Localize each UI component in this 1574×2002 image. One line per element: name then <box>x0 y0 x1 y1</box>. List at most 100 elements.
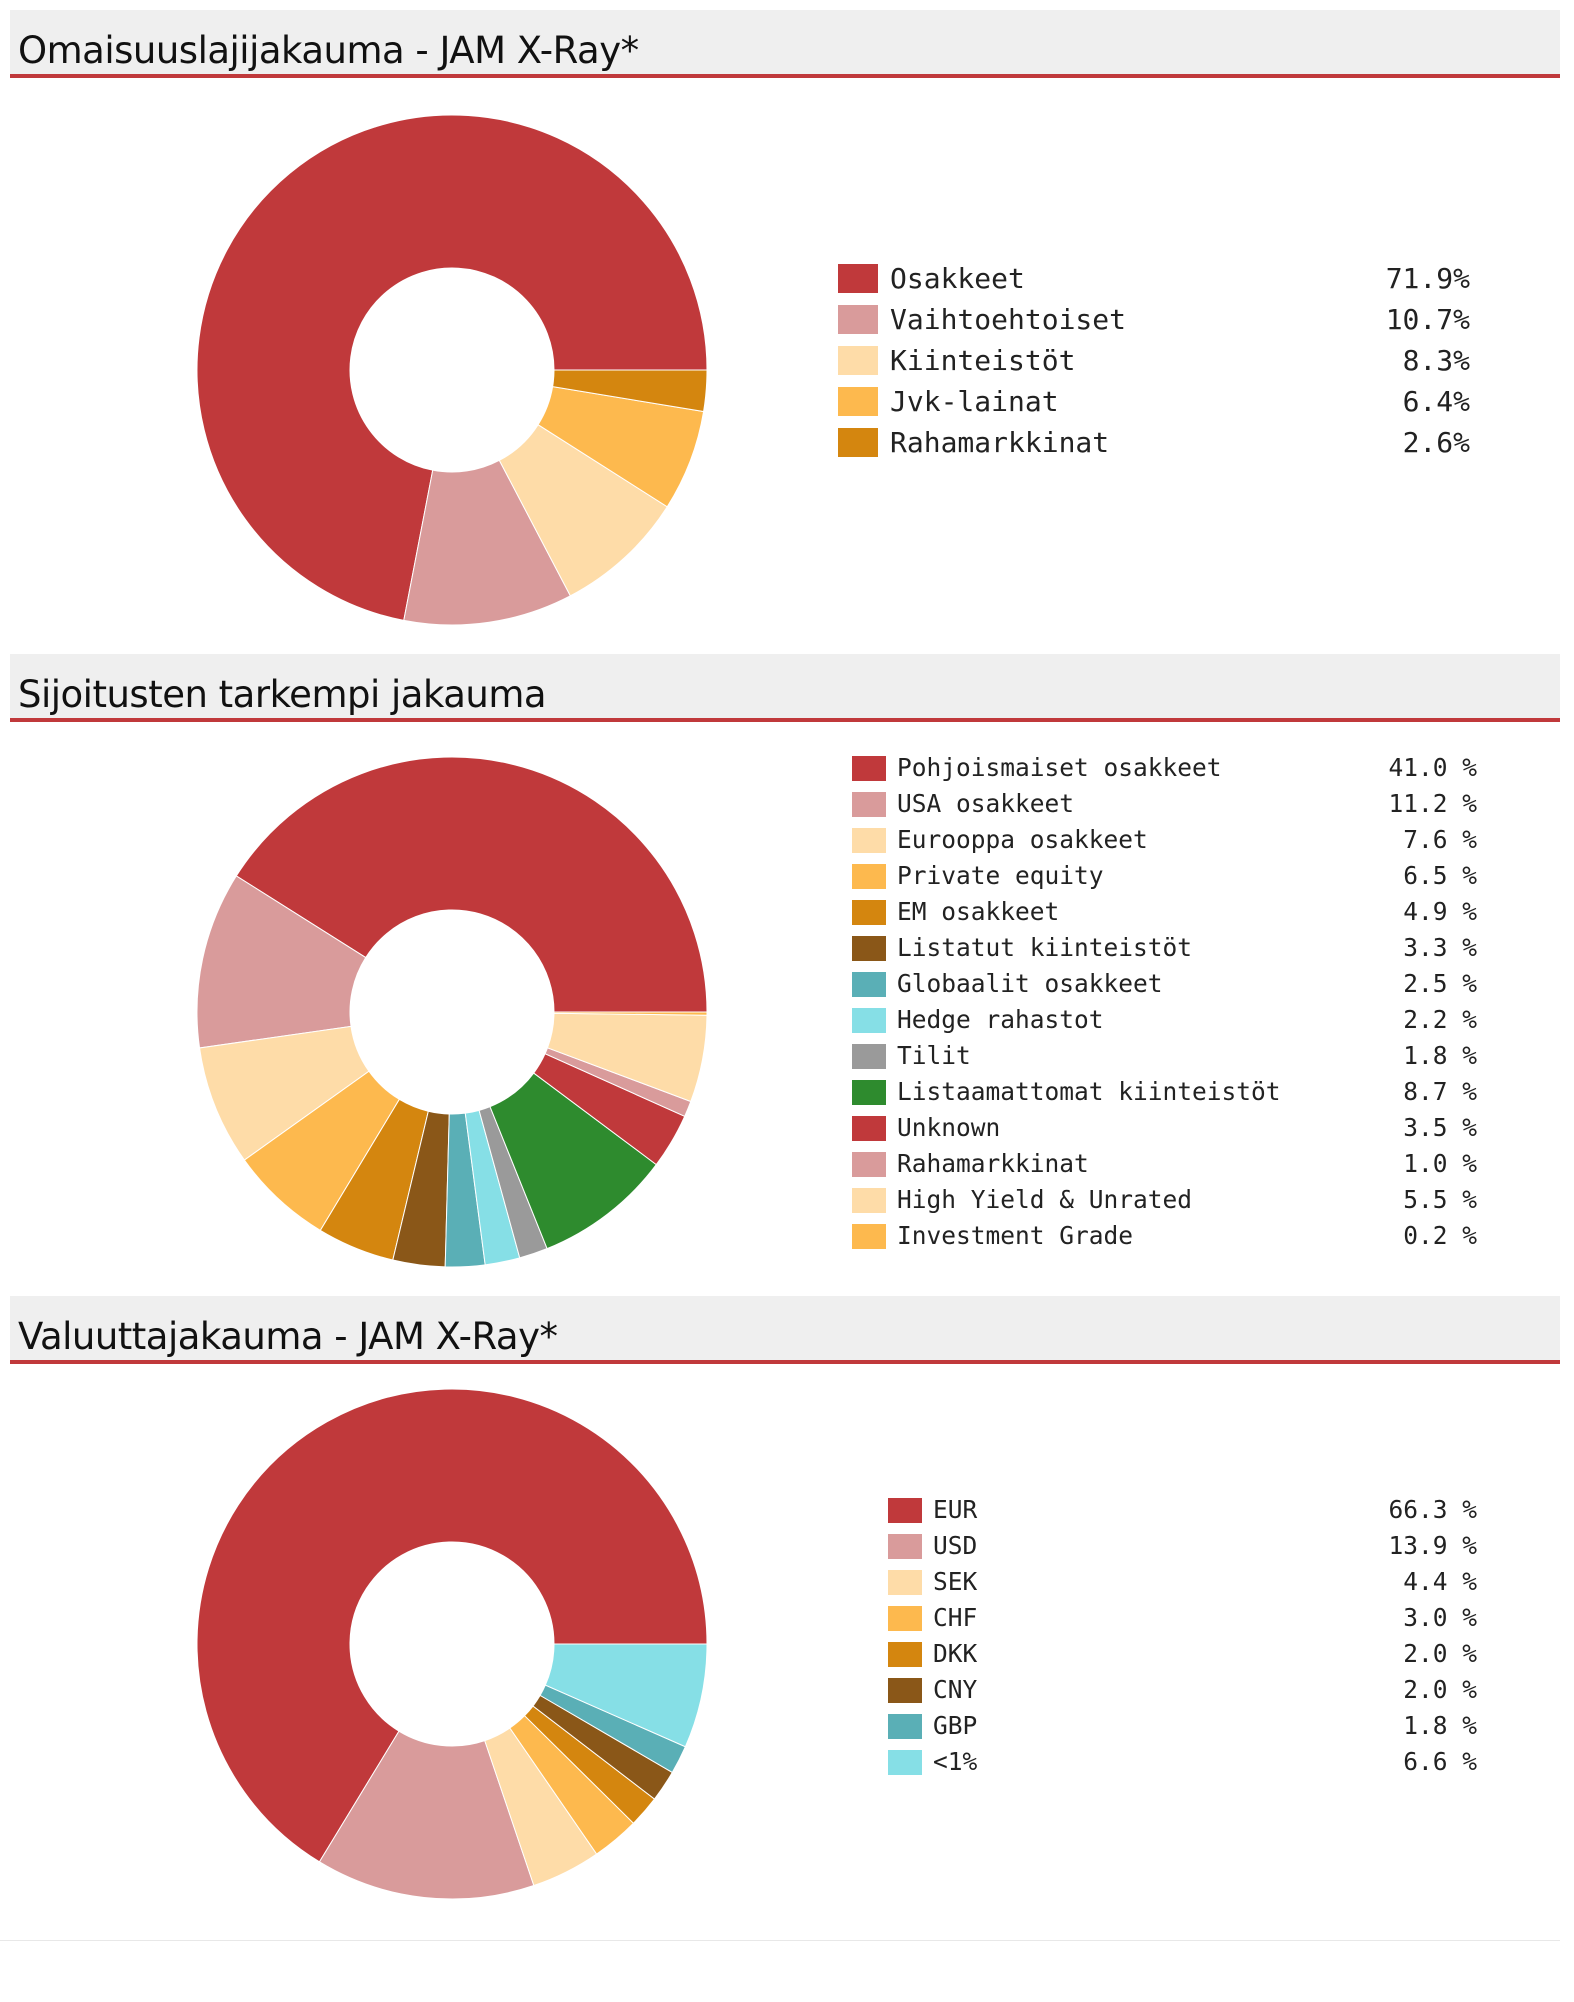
legend-item-sek: SEK 4.4 % <box>888 1566 1477 1602</box>
legend-label: Jvk-lainat <box>890 385 1059 418</box>
legend-value: 11.2 % <box>1388 789 1477 818</box>
legend-item-cny: CNY 2.0 % <box>888 1674 1477 1710</box>
asset-class-section: Omaisuuslajijakauma - JAM X-Ray* Osakkee… <box>0 0 1574 640</box>
legend-label: Private equity <box>897 861 1104 890</box>
legend-value: 10.7% <box>1385 303 1470 336</box>
legend-value: 0.2 % <box>1403 1221 1477 1250</box>
legend-item-rahamarkkinat: Rahamarkkinat 1.0 % <box>852 1148 1477 1184</box>
legend-value: 7.6 % <box>1403 825 1477 854</box>
legend-item-unknown: Unknown 3.5 % <box>852 1112 1477 1148</box>
legend-swatch <box>838 305 878 334</box>
legend-label: CNY <box>933 1675 978 1704</box>
legend-item-globaalit-osakkeet: Globaalit osakkeet 2.5 % <box>852 968 1477 1004</box>
legend-item-hedge-rahastot: Hedge rahastot 2.2 % <box>852 1004 1477 1040</box>
legend-value: 2.2 % <box>1403 1005 1477 1034</box>
section-title: Valuuttajakauma - JAM X-Ray* <box>18 1315 558 1358</box>
legend-swatch <box>852 900 886 925</box>
footer-divider <box>0 1940 1560 1941</box>
legend-swatch <box>888 1678 922 1703</box>
currency-donut-chart <box>196 1388 708 1900</box>
legend-label: EUR <box>933 1495 978 1524</box>
legend-swatch <box>852 1080 886 1105</box>
legend-item-chf: CHF 3.0 % <box>888 1602 1477 1638</box>
legend-value: 2.5 % <box>1403 969 1477 998</box>
legend-value: 2.0 % <box>1403 1675 1477 1704</box>
legend-label: USA osakkeet <box>897 789 1075 818</box>
legend-label: High Yield & Unrated <box>897 1185 1193 1214</box>
legend-item-eurooppa-osakkeet: Eurooppa osakkeet 7.6 % <box>852 824 1477 860</box>
legend-label: <1% <box>933 1747 978 1776</box>
legend-swatch <box>888 1498 922 1523</box>
legend-label: Hedge rahastot <box>897 1005 1104 1034</box>
legend-value: 71.9% <box>1385 262 1470 295</box>
section-title: Omaisuuslajijakauma - JAM X-Ray* <box>18 29 639 72</box>
pie-slice-globaalit-osakkeet <box>444 1112 486 1268</box>
legend-value: 66.3 % <box>1388 1495 1477 1524</box>
legend-item-usd: USD 13.9 % <box>888 1530 1477 1566</box>
legend-item-lt1: <1% 6.6 % <box>888 1746 1477 1782</box>
legend-label: SEK <box>933 1567 978 1596</box>
pie-slice-pohjoismaiset-osakkeet <box>235 756 708 1013</box>
legend-value: 4.4 % <box>1403 1567 1477 1596</box>
pie-slice-tilit <box>478 1105 548 1259</box>
legend-label: Tilit <box>897 1041 971 1070</box>
section-header: Valuuttajakauma - JAM X-Ray* <box>10 1296 1560 1364</box>
legend-value: 8.7 % <box>1403 1077 1477 1106</box>
pie-slice-cny <box>532 1694 673 1800</box>
legend-swatch <box>888 1642 922 1667</box>
legend-item-eur: EUR 66.3 % <box>888 1494 1477 1530</box>
currency-legend: EUR 66.3 % USD 13.9 % SEK 4.4 % CHF 3.0 % DKK 2.0… <box>888 1494 1477 1782</box>
legend-label: Vaihtoehtoiset <box>890 303 1127 336</box>
legend-value: 6.6 % <box>1403 1747 1477 1776</box>
currency-section: Valuuttajakauma - JAM X-Ray* EUR 66.3 % US… <box>0 1284 1574 1944</box>
section-title: Sijoitusten tarkempi jakauma <box>18 673 547 716</box>
legend-label: Listaamattomat kiinteistöt <box>897 1077 1281 1106</box>
legend-value: 2.0 % <box>1403 1639 1477 1668</box>
legend-value: 5.5 % <box>1403 1185 1477 1214</box>
pie-slice-unknown <box>533 1053 686 1166</box>
legend-item-high-yield-and-unrated: High Yield & Unrated 5.5 % <box>852 1184 1477 1220</box>
legend-value: 1.8 % <box>1403 1041 1477 1070</box>
pie-slice-jvk-lainat <box>537 386 705 508</box>
legend-item-gbp: GBP 1.8 % <box>888 1710 1477 1746</box>
legend-value: 2.6% <box>1402 426 1470 459</box>
legend-value: 13.9 % <box>1388 1531 1477 1560</box>
pie-slice-eurooppa-osakkeet <box>198 1025 370 1161</box>
legend-label: CHF <box>933 1603 978 1632</box>
pie-slice-listatut-kiinteistot <box>392 1110 450 1268</box>
legend-swatch <box>852 828 886 853</box>
legend-item-pohjoismaiset-osakkeet: Pohjoismaiset osakkeet 41.0 % <box>852 752 1477 788</box>
pie-slice-lt1 <box>544 1643 708 1748</box>
legend-label: Rahamarkkinat <box>890 426 1110 459</box>
legend-item-rahamarkkinat: Rahamarkkinat 2.6% <box>838 424 1470 465</box>
legend-value: 4.9 % <box>1403 897 1477 926</box>
legend-swatch <box>888 1750 922 1775</box>
legend-swatch <box>852 792 886 817</box>
detailed-allocation-donut-chart <box>196 756 708 1268</box>
legend-swatch <box>852 1008 886 1033</box>
legend-label: Eurooppa osakkeet <box>897 825 1148 854</box>
detailed-allocation-legend: Pohjoismaiset osakkeet 41.0 % USA osakkeet… <box>852 752 1477 1256</box>
legend-value: 6.4% <box>1402 385 1470 418</box>
asset-class-legend: Osakkeet 71.9% Vaihtoehtoiset 10.7% Kiinteis… <box>838 260 1470 465</box>
legend-swatch <box>838 428 878 457</box>
pie-slice-em-osakkeet <box>319 1098 429 1261</box>
legend-swatch <box>888 1714 922 1739</box>
legend-label: USD <box>933 1531 978 1560</box>
pie-slice-usd <box>318 1730 535 1900</box>
legend-swatch <box>852 1224 886 1249</box>
legend-value: 1.0 % <box>1403 1149 1477 1178</box>
legend-swatch <box>838 346 878 375</box>
legend-item-vaihtoehtoiset: Vaihtoehtoiset 10.7% <box>838 301 1470 342</box>
legend-item-dkk: DKK 2.0 % <box>888 1638 1477 1674</box>
pie-slice-sek <box>484 1727 598 1887</box>
legend-item-investment-grade: Investment Grade 0.2 % <box>852 1220 1477 1256</box>
legend-label: Investment Grade <box>897 1221 1134 1250</box>
legend-swatch <box>852 864 886 889</box>
detailed-allocation-section: Sijoitusten tarkempi jakauma Pohjoismais… <box>0 642 1574 1282</box>
legend-label: Kiinteistöt <box>890 344 1076 377</box>
legend-swatch <box>838 387 878 416</box>
pie-slice-rahamarkkinat <box>552 369 708 413</box>
legend-value: 6.5 % <box>1403 861 1477 890</box>
legend-swatch <box>838 264 878 293</box>
